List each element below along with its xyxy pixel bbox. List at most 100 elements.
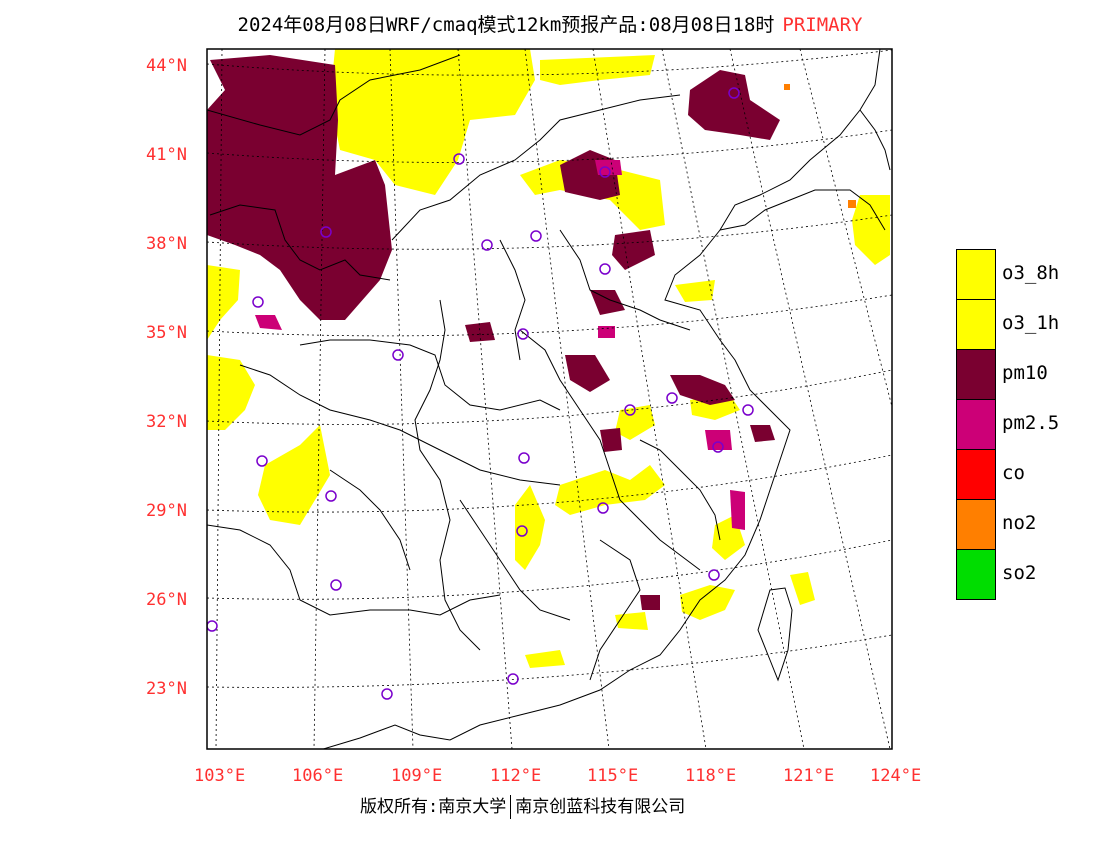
- legend-label: co: [1002, 462, 1025, 484]
- pm25-region-west: [255, 315, 282, 330]
- station-marker: [712, 441, 724, 453]
- pm10-region-hubei: [600, 428, 622, 452]
- pm25-region-zhejiang: [730, 490, 745, 530]
- parallel-41: [207, 129, 892, 163]
- meridian-103: [215, 49, 223, 749]
- station-marker: [481, 239, 493, 251]
- parallel-26: [207, 539, 892, 600]
- o3-region-south: [615, 612, 648, 630]
- o3-region-jiangxi: [555, 465, 665, 515]
- station-marker: [624, 404, 636, 416]
- lat-label-41: 41°N: [146, 145, 187, 165]
- pm10-region-huxian: [750, 425, 775, 442]
- legend-label: no2: [1002, 512, 1037, 534]
- province-border-9: [559, 229, 691, 331]
- lat-label-35: 35°N: [146, 323, 187, 343]
- pm10-region-shandong: [590, 290, 625, 315]
- province-border-11: [499, 239, 526, 361]
- station-marker: [252, 296, 264, 308]
- station-marker: [530, 230, 542, 242]
- parallel-32: [207, 369, 892, 425]
- map-frame: [206, 48, 893, 750]
- meridian-127: [799, 49, 892, 409]
- station-marker: [599, 263, 611, 275]
- lat-label-44: 44°N: [146, 56, 187, 76]
- o3-region-hunan: [515, 485, 545, 570]
- graticule: [207, 49, 892, 749]
- legend-swatch: [956, 299, 996, 350]
- lat-label-32: 32°N: [146, 412, 187, 432]
- station-marker: [666, 392, 678, 404]
- legend-label: pm2.5: [1002, 412, 1060, 434]
- pm10-region-jiangsu: [670, 375, 735, 405]
- o3-region-guangdong: [525, 650, 565, 668]
- province-border-8: [519, 329, 701, 571]
- legend-swatch: [956, 549, 996, 600]
- province-border-6: [207, 524, 501, 616]
- station-marker: [728, 87, 740, 99]
- station-marker: [742, 404, 754, 416]
- station-marker: [392, 349, 404, 361]
- pm25-regions: [255, 160, 745, 530]
- taiwan-island: [757, 587, 793, 682]
- pm10-region-fujian: [640, 595, 660, 610]
- legend-label: so2: [1002, 562, 1037, 584]
- station-marker: [325, 490, 337, 502]
- o3-region-taiwan-strait: [790, 572, 815, 605]
- o3-region-west2: [207, 265, 240, 340]
- station-marker: [708, 569, 720, 581]
- o3-region-northeast: [540, 55, 655, 85]
- station-marker: [597, 502, 609, 514]
- stations: [207, 87, 754, 700]
- o3-region-sichuan: [258, 425, 330, 525]
- station-marker: [381, 688, 393, 700]
- lon-label-115: 115°E: [587, 766, 639, 786]
- no2-cell: [784, 84, 790, 90]
- coastline: [321, 49, 881, 749]
- meridian-106: [313, 49, 326, 749]
- province-border-2: [391, 94, 681, 241]
- province-border-1: [207, 54, 461, 136]
- station-marker: [516, 525, 528, 537]
- station-marker: [599, 166, 611, 178]
- o3-region-fujian: [680, 585, 735, 620]
- legend-swatch: [956, 249, 996, 300]
- pm10-region-hebei: [612, 230, 655, 270]
- o3-region-north: [330, 49, 535, 195]
- boundaries: [207, 49, 891, 749]
- province-border-7: [414, 299, 481, 651]
- lon-label-121: 121°E: [783, 766, 835, 786]
- meridian-118: [592, 49, 707, 749]
- lat-label-38: 38°N: [146, 234, 187, 254]
- legend-swatch: [956, 499, 996, 550]
- o3-region-anhui: [615, 405, 655, 440]
- station-marker: [330, 579, 342, 591]
- province-border-10: [639, 439, 721, 541]
- station-marker: [453, 153, 465, 165]
- title-main: 2024年08月08日WRF/cmaq模式12km预报产品:08月08日18时: [237, 14, 775, 36]
- meridian-109: [389, 49, 414, 749]
- legend-label: o3_8h: [1002, 262, 1060, 284]
- legend-label: pm10: [1002, 362, 1048, 384]
- legend-label: o3_1h: [1002, 312, 1060, 334]
- copyright-footer: 版权所有:南京大学 南京创蓝科技有限公司: [360, 792, 685, 819]
- pm10-region-north2: [688, 70, 780, 140]
- legend-swatch: [956, 449, 996, 500]
- lon-label-103: 103°E: [194, 766, 246, 786]
- legend-swatch: [956, 349, 996, 400]
- province-border-4: [299, 339, 561, 411]
- lon-label-124: 124°E: [870, 766, 922, 786]
- o3-region-east: [852, 195, 890, 265]
- pm25-region-shanghai: [705, 430, 732, 450]
- pm10-region-northwest: [207, 55, 392, 320]
- station-marker: [320, 226, 332, 238]
- o3-regions: [207, 49, 890, 668]
- map-content: [207, 49, 892, 749]
- lat-label-29: 29°N: [146, 501, 187, 521]
- coastline-bohai: [719, 189, 886, 231]
- pm10-regions: [207, 55, 780, 610]
- lon-label-109: 109°E: [391, 766, 443, 786]
- station-marker: [517, 328, 529, 340]
- province-border-14: [459, 499, 571, 621]
- meridian-124: [729, 49, 891, 749]
